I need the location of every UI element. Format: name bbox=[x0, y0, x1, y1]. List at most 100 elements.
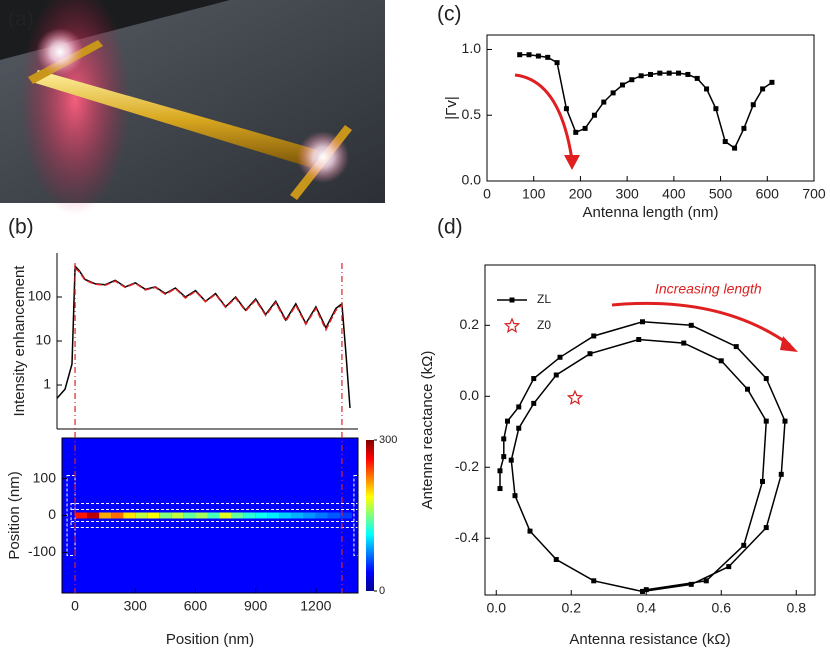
series-line bbox=[74, 267, 343, 332]
marker bbox=[527, 528, 533, 534]
x-tick-label: 0 bbox=[71, 598, 79, 614]
y-axis-label: Intensity enhancement bbox=[11, 265, 28, 417]
marker bbox=[601, 99, 607, 105]
marker bbox=[573, 129, 579, 135]
marker bbox=[526, 52, 532, 58]
x-tick-label: 0.4 bbox=[637, 600, 657, 616]
y-tick-label: 100 bbox=[28, 288, 52, 304]
heatmap-cell bbox=[279, 512, 292, 519]
panel-label: (a) bbox=[8, 8, 34, 31]
marker bbox=[636, 337, 642, 343]
heatmap-cell bbox=[195, 512, 208, 519]
panel-label: (d) bbox=[437, 216, 463, 239]
marker bbox=[566, 389, 584, 405]
heatmap-cell bbox=[303, 512, 316, 519]
x-tick-label: 500 bbox=[709, 186, 733, 202]
y-tick-label: 0.0 bbox=[462, 172, 482, 188]
marker bbox=[545, 54, 551, 60]
arrow bbox=[611, 301, 791, 347]
colorbar bbox=[366, 440, 374, 591]
y-tick-label: -0.2 bbox=[455, 458, 479, 474]
marker bbox=[516, 404, 522, 410]
heatmap-cell bbox=[291, 512, 304, 519]
marker bbox=[497, 468, 503, 474]
y-tick-label: 1.0 bbox=[462, 40, 482, 56]
x-axis-label: Antenna resistance (kΩ) bbox=[569, 631, 730, 648]
panel-label: (b) bbox=[8, 216, 34, 239]
marker bbox=[732, 145, 738, 151]
x-tick-label: 200 bbox=[569, 186, 593, 202]
y-axis-label: Antenna reactance (kΩ) bbox=[419, 351, 436, 510]
series-line bbox=[499, 321, 786, 593]
heatmap-cell bbox=[159, 512, 172, 519]
marker bbox=[778, 471, 784, 477]
marker bbox=[505, 418, 510, 424]
series-line bbox=[56, 264, 351, 409]
marker bbox=[582, 125, 588, 131]
heatmap-cell bbox=[75, 512, 88, 519]
marker bbox=[643, 587, 649, 593]
x-axis-label: Antenna length (nm) bbox=[583, 204, 719, 221]
heatmap-cell bbox=[219, 512, 232, 519]
x-tick-label: 1200 bbox=[300, 598, 331, 614]
x-tick-label: 100 bbox=[522, 186, 546, 202]
marker bbox=[516, 425, 522, 431]
annotation: Increasing length bbox=[655, 281, 762, 297]
heatmap-cell bbox=[111, 512, 124, 519]
heatmap-cell bbox=[99, 512, 112, 519]
legend-label: Z0 bbox=[537, 318, 551, 332]
marker bbox=[629, 77, 635, 83]
marker bbox=[554, 60, 560, 66]
marker bbox=[760, 478, 765, 484]
heatmap-cell bbox=[255, 512, 268, 519]
heatmap-cell bbox=[339, 512, 352, 519]
x-tick-label: 700 bbox=[802, 186, 826, 202]
heatmap-cell bbox=[183, 512, 196, 519]
marker bbox=[512, 493, 518, 499]
x-tick-label: 0.6 bbox=[712, 600, 732, 616]
y-tick-label: 0.2 bbox=[460, 316, 480, 332]
marker bbox=[591, 112, 597, 118]
plot-frame bbox=[484, 264, 816, 596]
legend-marker bbox=[503, 317, 521, 333]
marker bbox=[553, 372, 559, 378]
marker bbox=[640, 588, 645, 594]
marker bbox=[531, 400, 537, 406]
heatmap-cell bbox=[231, 512, 244, 519]
x-tick-label: 300 bbox=[615, 186, 639, 202]
marker bbox=[619, 82, 625, 88]
marker bbox=[741, 125, 747, 131]
x-tick-label: 600 bbox=[184, 598, 208, 614]
x-tick-label: 0.8 bbox=[787, 600, 807, 616]
y-tick-label: -100 bbox=[28, 543, 56, 559]
x-tick-label: 400 bbox=[662, 186, 686, 202]
marker bbox=[657, 70, 663, 76]
colorbar-tick-label: 300 bbox=[379, 434, 397, 446]
marker bbox=[638, 73, 644, 79]
legend-label: ZL bbox=[537, 292, 551, 306]
marker bbox=[703, 578, 709, 584]
y-axis-label: |Γv| bbox=[443, 96, 460, 120]
marker bbox=[763, 376, 769, 382]
heatmap-cell bbox=[87, 512, 100, 519]
y-tick-label: 1 bbox=[43, 376, 51, 392]
series-line bbox=[519, 53, 773, 150]
marker bbox=[557, 354, 563, 360]
marker bbox=[531, 376, 537, 382]
heatmap-cell bbox=[327, 512, 340, 519]
heatmap-cell bbox=[315, 512, 328, 519]
marker bbox=[610, 90, 616, 96]
plot-frame bbox=[486, 34, 815, 182]
y-tick-label: 0 bbox=[48, 506, 56, 522]
marker bbox=[676, 70, 682, 76]
marker bbox=[745, 386, 750, 392]
y-tick-label: 10 bbox=[35, 332, 51, 348]
marker bbox=[722, 139, 728, 145]
legend-marker bbox=[509, 297, 515, 303]
marker bbox=[704, 86, 710, 92]
marker bbox=[563, 106, 569, 112]
panel-label: (c) bbox=[437, 3, 462, 26]
arrow bbox=[514, 73, 574, 161]
marker bbox=[553, 557, 559, 563]
